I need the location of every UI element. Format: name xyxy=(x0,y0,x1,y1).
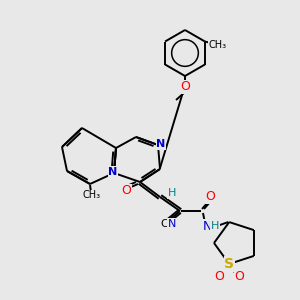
Text: CH₃: CH₃ xyxy=(83,190,101,200)
Text: O: O xyxy=(214,270,224,284)
Text: CH₃: CH₃ xyxy=(209,40,227,50)
Text: S: S xyxy=(224,257,234,271)
Text: N: N xyxy=(202,220,212,232)
Text: N: N xyxy=(108,167,118,177)
Text: N: N xyxy=(168,219,176,229)
Text: O: O xyxy=(121,184,131,197)
Text: C: C xyxy=(160,219,168,229)
Text: O: O xyxy=(234,270,244,284)
Text: H: H xyxy=(211,221,219,231)
Text: O: O xyxy=(205,190,215,203)
Text: N: N xyxy=(156,139,166,149)
Text: H: H xyxy=(168,188,176,198)
Text: O: O xyxy=(180,80,190,94)
